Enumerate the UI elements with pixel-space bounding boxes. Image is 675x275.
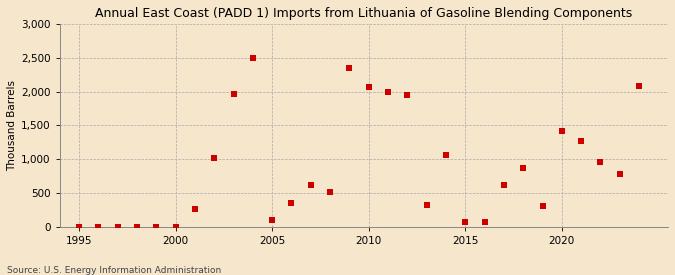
Title: Annual East Coast (PADD 1) Imports from Lithuania of Gasoline Blending Component: Annual East Coast (PADD 1) Imports from … (95, 7, 632, 20)
Point (363, 85, 374, 89)
Point (421, 202, 432, 207)
Point (325, 190, 335, 195)
Point (595, 160, 606, 164)
Point (209, 156, 219, 160)
Point (190, 207, 200, 211)
Point (248, 56, 259, 60)
Point (344, 66, 355, 70)
Point (460, 219, 470, 224)
Point (499, 183, 510, 187)
Point (479, 219, 490, 224)
Point (576, 139, 587, 143)
Point (286, 201, 297, 205)
Y-axis label: Thousand Barrels: Thousand Barrels (7, 80, 17, 171)
Point (383, 89, 394, 94)
Point (305, 183, 316, 187)
Point (537, 204, 548, 208)
Point (614, 172, 625, 176)
Point (518, 166, 529, 170)
Point (112, 225, 123, 229)
Point (441, 152, 452, 157)
Point (228, 91, 239, 96)
Point (267, 217, 277, 222)
Point (93, 225, 104, 229)
Point (170, 225, 181, 229)
Point (402, 93, 412, 97)
Point (132, 225, 142, 229)
Point (151, 225, 162, 229)
Point (556, 129, 567, 133)
Point (634, 84, 645, 88)
Text: Source: U.S. Energy Information Administration: Source: U.S. Energy Information Administ… (7, 266, 221, 275)
Point (74, 225, 84, 229)
